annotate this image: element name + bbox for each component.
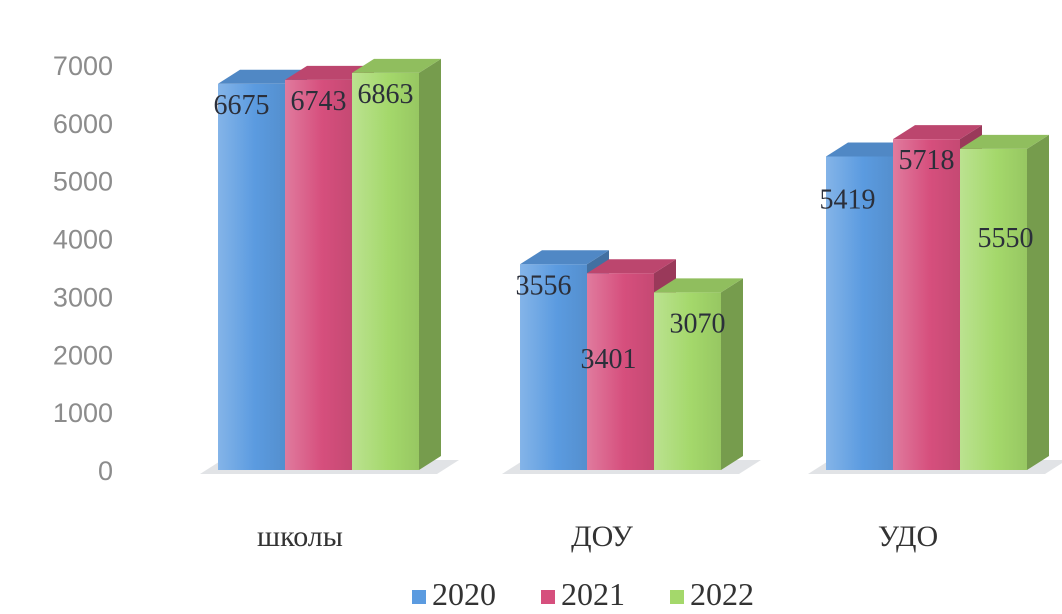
y-axis: 0 1000 2000 3000 4000 5000 6000 7000 [53,51,113,486]
x-tick-label: УДО [878,520,938,553]
bar-top [285,65,374,80]
data-label: 6675 [214,90,270,121]
bar-front [587,273,654,470]
y-tick-label: 5000 [53,167,113,197]
legend-item-2020: 2020 [412,576,496,612]
data-label: 5718 [899,145,955,176]
legend: 2020 2021 2022 [412,576,754,612]
y-tick-label: 6000 [53,109,113,139]
data-label: 3556 [516,270,572,301]
y-tick-label: 2000 [53,340,113,370]
bar-top [893,125,982,140]
y-tick-label: 1000 [53,398,113,428]
bar-front [218,83,285,470]
bar-side [419,58,441,471]
bar-side [1027,134,1049,470]
x-tick-label: школы [257,520,343,553]
bar-front [285,79,352,470]
bar-front [352,72,419,471]
y-tick-label: 3000 [53,282,113,312]
bar-front [960,148,1027,470]
bars [218,58,1049,471]
bar-2022-2 [960,134,1049,470]
bar-top [587,259,676,274]
legend-swatch [541,590,555,604]
legend-item-2022: 2022 [670,576,754,612]
bar-front [826,156,893,470]
bar-top [960,134,1049,149]
bar-front [893,139,960,470]
x-tick-label: ДОУ [571,520,633,553]
data-label: 5550 [978,223,1034,254]
x-axis: школы ДОУ УДО [257,520,938,553]
bar-top [654,278,743,293]
bar-front [520,264,587,470]
y-tick-label: 7000 [53,51,113,81]
y-tick-label: 0 [98,456,113,486]
y-tick-label: 4000 [53,225,113,255]
data-label: 6743 [291,86,347,117]
bar-front [654,292,721,470]
data-label: 6863 [358,79,414,110]
legend-swatch [670,590,684,604]
bar-top [352,58,441,73]
legend-label: 2022 [690,576,754,612]
bar-2022-1 [654,278,743,470]
bar-top [218,69,307,84]
bar-top [520,250,609,265]
bar-side [721,278,743,470]
bar-2022-0 [352,58,441,471]
data-label: 3070 [670,308,726,339]
data-labels: 6675 6743 6863 3556 3401 3070 5419 5718 5550 [214,79,1034,375]
legend-swatch [412,590,426,604]
legend-label: 2020 [432,576,496,612]
legend-label: 2021 [561,576,625,612]
data-label: 5419 [820,184,876,215]
data-label: 3401 [581,344,637,375]
legend-item-2021: 2021 [541,576,625,612]
bar-top [826,142,915,157]
